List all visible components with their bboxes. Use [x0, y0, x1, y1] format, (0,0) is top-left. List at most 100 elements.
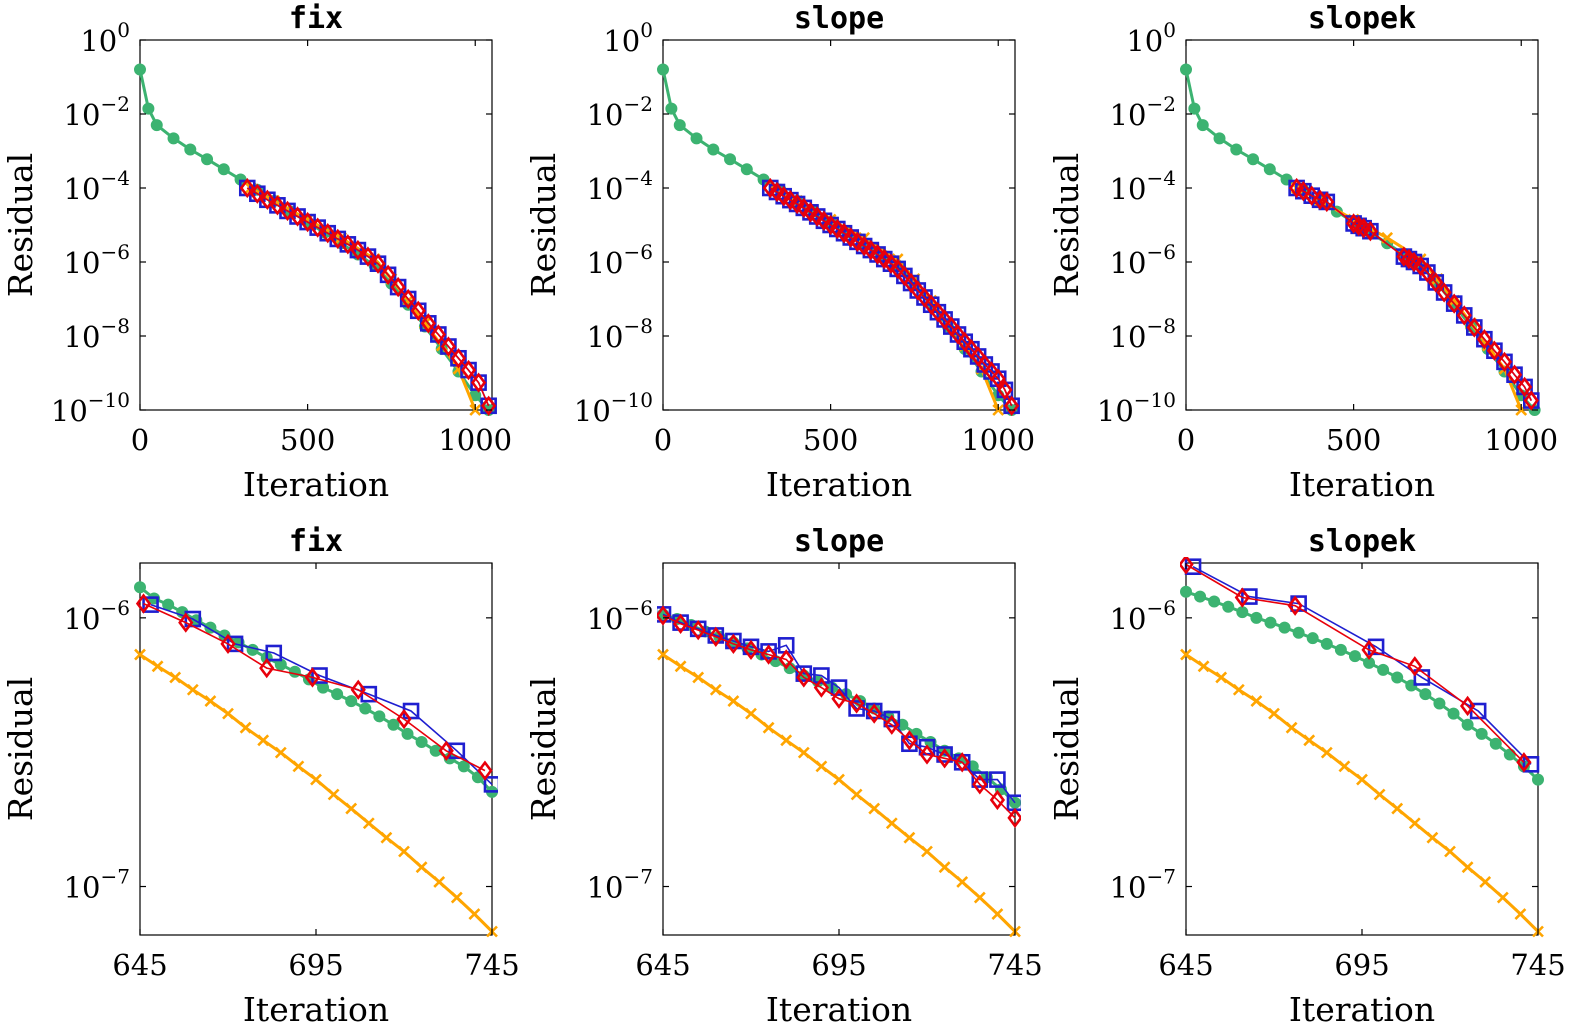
orange-x-point	[921, 845, 933, 858]
green-circles-point	[345, 695, 358, 708]
red-diamonds-point	[809, 206, 825, 227]
blue-squares-point	[1241, 588, 1258, 605]
y-tick-exponent: −4	[624, 166, 653, 190]
red-diamonds-point	[460, 359, 477, 381]
green-circles-point	[401, 727, 414, 740]
red-diamonds-point	[410, 300, 426, 321]
y-tick-label: 10−8	[587, 314, 653, 354]
blue-squares-point	[265, 644, 283, 662]
series-red-diamonds	[657, 605, 1021, 829]
orange-x-point	[415, 861, 428, 874]
red-diamonds-point	[778, 649, 794, 670]
y-tick-exponent: −6	[624, 240, 653, 264]
red-diamonds-point	[1361, 639, 1377, 661]
red-diamonds-point	[1180, 557, 1194, 575]
red-diamonds-point	[259, 657, 275, 679]
orange-x-point	[345, 802, 358, 815]
y-tick-label: 10−8	[64, 314, 130, 354]
y-tick-label: 10−2	[1110, 92, 1176, 132]
green-circles-point	[359, 702, 372, 715]
blue-squares-line	[1192, 565, 1532, 765]
red-diamonds-point	[304, 667, 321, 688]
y-tick-base: 10	[64, 871, 101, 905]
green-circles-point	[331, 688, 344, 701]
orange-x-point	[868, 802, 881, 815]
y-tick-exponent: 0	[117, 18, 130, 42]
red-diamonds-point	[249, 183, 265, 204]
y-tick-exponent: −10	[88, 388, 130, 412]
orange-x-point	[1250, 695, 1263, 707]
blue-squares-point	[795, 665, 813, 682]
orange-x-point	[1479, 876, 1492, 888]
green-circles-point	[1264, 616, 1277, 629]
y-tick-label: 10−2	[64, 92, 130, 132]
red-diamonds-point	[1287, 595, 1303, 616]
plot-area	[657, 605, 1021, 938]
y-tick-label: 10−6	[587, 596, 653, 636]
y-tick-base: 10	[1110, 172, 1147, 206]
y-axis-label: Residual	[1, 153, 40, 297]
red-diamonds-point	[1007, 807, 1021, 829]
green-circles-point	[246, 643, 259, 656]
orange-x-point	[727, 695, 740, 707]
orange-x-point	[833, 773, 845, 786]
red-diamonds-point	[481, 395, 497, 416]
x-tick-label: 1000	[438, 423, 512, 457]
blue-squares-point	[1367, 638, 1385, 656]
plot-area	[657, 63, 1020, 416]
red-diamonds-line	[246, 187, 490, 407]
red-diamonds-point	[954, 752, 970, 773]
y-tick-exponent: −2	[1147, 92, 1176, 116]
y-tick-label: 10−4	[587, 166, 653, 206]
orange-x-point	[1426, 831, 1439, 844]
plot-area	[1180, 63, 1541, 416]
red-diamonds-point	[279, 200, 296, 222]
orange-x-point	[1408, 817, 1421, 830]
blue-squares-point	[448, 742, 466, 760]
y-tick-label: 10−8	[1110, 314, 1176, 354]
red-diamonds-point	[884, 714, 900, 735]
y-tick-label: 100	[1126, 18, 1176, 58]
x-tick-label: 645	[1158, 948, 1213, 982]
orange-x-point	[468, 908, 481, 920]
green-circles-point	[134, 581, 146, 594]
red-diamonds-point	[936, 748, 953, 769]
blue-squares-point	[848, 700, 865, 717]
x-axis-label: Iteration	[1289, 990, 1435, 1029]
blue-squares-point	[830, 679, 848, 696]
green-circles-point	[373, 710, 386, 723]
red-diamonds-point	[843, 227, 859, 248]
orange-x-point	[398, 845, 410, 858]
blue-squares-point	[483, 776, 498, 793]
red-diamonds-point	[390, 276, 406, 298]
orange-x-point	[674, 660, 687, 673]
y-tick-base: 10	[587, 602, 624, 636]
blue-squares-line	[150, 603, 493, 785]
red-diamonds-point	[178, 612, 194, 633]
red-diamonds-point	[470, 372, 487, 393]
y-tick-label: 10−7	[1110, 865, 1176, 905]
x-tick-label: 695	[811, 948, 866, 982]
y-tick-label: 10−4	[1110, 166, 1176, 206]
red-diamonds-point	[725, 633, 742, 655]
orange-x-point	[780, 734, 793, 747]
y-tick-exponent: −6	[101, 240, 130, 264]
green-circles-point	[1180, 585, 1192, 598]
x-axis-label: Iteration	[766, 990, 912, 1029]
red-diamonds-point	[420, 313, 436, 334]
y-tick-base: 10	[587, 246, 624, 280]
red-diamonds-point	[1407, 656, 1423, 677]
x-tick-label: 745	[464, 948, 519, 982]
y-axis-label: Residual	[524, 677, 563, 821]
green-circles-point	[1208, 595, 1221, 608]
red-diamonds-point	[796, 197, 812, 219]
y-tick-label: 10−6	[64, 596, 130, 636]
y-tick-label: 100	[603, 18, 653, 58]
green-circles-point	[217, 163, 230, 176]
red-diamonds-point	[776, 186, 792, 207]
y-tick-label: 100	[80, 18, 130, 58]
red-diamonds-point	[690, 619, 706, 641]
